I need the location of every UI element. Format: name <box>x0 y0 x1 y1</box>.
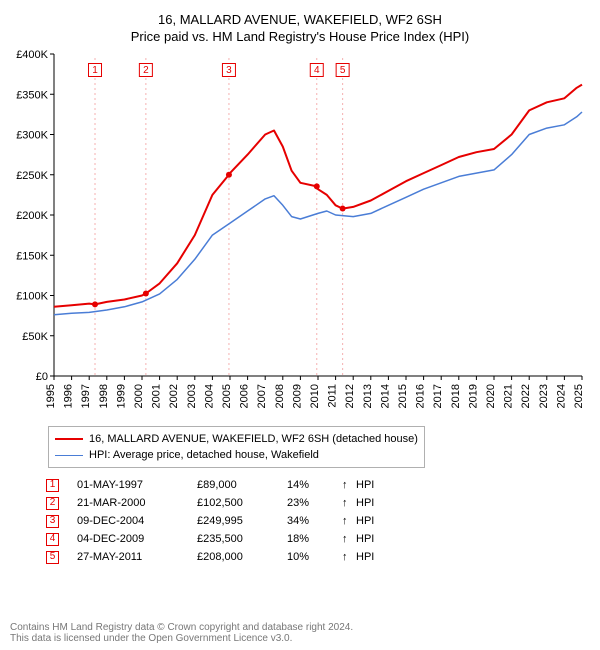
event-price: £249,995 <box>197 515 287 527</box>
event-date: 04-DEC-2009 <box>77 533 197 545</box>
event-price: £102,500 <box>197 497 287 509</box>
legend: 16, MALLARD AVENUE, WAKEFIELD, WF2 6SH (… <box>48 426 425 468</box>
event-marker: 1 <box>46 479 59 492</box>
event-marker: 4 <box>46 533 59 546</box>
svg-text:2002: 2002 <box>168 384 180 408</box>
event-row: 1 01-MAY-1997£89,00014%↑HPI <box>46 476 590 494</box>
footer-line-2: This data is licensed under the Open Gov… <box>10 633 590 644</box>
up-arrow-icon: ↑ <box>342 479 356 491</box>
svg-text:2: 2 <box>143 65 149 76</box>
svg-text:£300K: £300K <box>16 130 48 142</box>
event-date: 01-MAY-1997 <box>77 479 197 491</box>
svg-text:£250K: £250K <box>16 170 48 182</box>
event-marker: 3 <box>46 515 59 528</box>
svg-text:£0: £0 <box>36 371 48 383</box>
svg-text:2019: 2019 <box>467 384 479 408</box>
event-pct: 18% <box>287 533 342 545</box>
svg-text:1995: 1995 <box>45 384 57 408</box>
legend-label: 16, MALLARD AVENUE, WAKEFIELD, WF2 6SH (… <box>89 433 418 445</box>
svg-text:1997: 1997 <box>80 384 92 408</box>
svg-text:2017: 2017 <box>432 384 444 408</box>
chart-title-address: 16, MALLARD AVENUE, WAKEFIELD, WF2 6SH <box>10 12 590 27</box>
svg-text:2014: 2014 <box>379 384 391 408</box>
event-hpi-tag: HPI <box>356 497 374 509</box>
svg-text:£200K: £200K <box>16 210 48 222</box>
up-arrow-icon: ↑ <box>342 533 356 545</box>
svg-text:2003: 2003 <box>186 384 198 408</box>
svg-text:2001: 2001 <box>151 384 163 408</box>
event-date: 09-DEC-2004 <box>77 515 197 527</box>
svg-text:3: 3 <box>226 65 232 76</box>
svg-text:2008: 2008 <box>274 384 286 408</box>
svg-text:2011: 2011 <box>327 384 339 408</box>
svg-text:2021: 2021 <box>503 384 515 408</box>
footer-line-1: Contains HM Land Registry data © Crown c… <box>10 622 590 633</box>
svg-text:£50K: £50K <box>22 331 48 343</box>
svg-text:2022: 2022 <box>520 384 532 408</box>
svg-text:2020: 2020 <box>485 384 497 408</box>
up-arrow-icon: ↑ <box>342 515 356 527</box>
svg-text:£100K: £100K <box>16 291 48 303</box>
event-marker: 5 <box>46 551 59 564</box>
event-pct: 14% <box>287 479 342 491</box>
price-line-chart: £0 £50K £100K £150K £200K £250K £300K £350K £400… <box>10 50 590 420</box>
event-pct: 23% <box>287 497 342 509</box>
svg-text:2015: 2015 <box>397 384 409 408</box>
event-pct: 10% <box>287 551 342 563</box>
svg-text:2024: 2024 <box>555 384 567 408</box>
legend-item: 16, MALLARD AVENUE, WAKEFIELD, WF2 6SH (… <box>55 431 418 447</box>
svg-text:2005: 2005 <box>221 384 233 408</box>
svg-text:1: 1 <box>92 65 98 76</box>
event-price: £89,000 <box>197 479 287 491</box>
svg-text:2010: 2010 <box>309 384 321 408</box>
up-arrow-icon: ↑ <box>342 551 356 563</box>
event-marker: 2 <box>46 497 59 510</box>
svg-text:2009: 2009 <box>291 384 303 408</box>
svg-text:2018: 2018 <box>450 384 462 408</box>
svg-text:4: 4 <box>314 65 320 76</box>
event-hpi-tag: HPI <box>356 551 374 563</box>
event-price: £235,500 <box>197 533 287 545</box>
svg-text:2016: 2016 <box>415 384 427 408</box>
chart-subtitle: Price paid vs. HM Land Registry's House … <box>10 29 590 44</box>
legend-swatch <box>55 438 83 440</box>
svg-text:2004: 2004 <box>203 384 215 408</box>
event-hpi-tag: HPI <box>356 515 374 527</box>
event-row: 4 04-DEC-2009£235,50018%↑HPI <box>46 530 590 548</box>
up-arrow-icon: ↑ <box>342 497 356 509</box>
svg-text:£350K: £350K <box>16 89 48 101</box>
legend-swatch <box>55 455 83 456</box>
svg-text:1996: 1996 <box>63 384 75 408</box>
event-hpi-tag: HPI <box>356 479 374 491</box>
svg-text:£150K: £150K <box>16 250 48 262</box>
svg-text:2007: 2007 <box>256 384 268 408</box>
event-row: 3 09-DEC-2004£249,99534%↑HPI <box>46 512 590 530</box>
legend-label: HPI: Average price, detached house, Wake… <box>89 449 319 461</box>
svg-text:1998: 1998 <box>98 384 110 408</box>
svg-text:2013: 2013 <box>362 384 374 408</box>
footer-attribution: Contains HM Land Registry data © Crown c… <box>10 622 590 644</box>
svg-text:2012: 2012 <box>344 384 356 408</box>
svg-text:2006: 2006 <box>239 384 251 408</box>
svg-text:£400K: £400K <box>16 50 48 61</box>
event-pct: 34% <box>287 515 342 527</box>
chart-titles: 16, MALLARD AVENUE, WAKEFIELD, WF2 6SH P… <box>10 12 590 44</box>
svg-text:2023: 2023 <box>538 384 550 408</box>
legend-item: HPI: Average price, detached house, Wake… <box>55 447 418 463</box>
svg-text:5: 5 <box>340 65 346 76</box>
sale-events-table: 101-MAY-1997£89,00014%↑HPI221-MAR-2000£1… <box>46 476 590 566</box>
event-date: 27-MAY-2011 <box>77 551 197 563</box>
event-row: 2 21-MAR-2000£102,50023%↑HPI <box>46 494 590 512</box>
svg-text:1999: 1999 <box>115 384 127 408</box>
svg-text:2000: 2000 <box>133 384 145 408</box>
event-row: 5 27-MAY-2011£208,00010%↑HPI <box>46 548 590 566</box>
event-price: £208,000 <box>197 551 287 563</box>
event-hpi-tag: HPI <box>356 533 374 545</box>
event-date: 21-MAR-2000 <box>77 497 197 509</box>
svg-text:2025: 2025 <box>573 384 585 408</box>
chart-container: £0 £50K £100K £150K £200K £250K £300K £350K £400… <box>10 50 590 420</box>
